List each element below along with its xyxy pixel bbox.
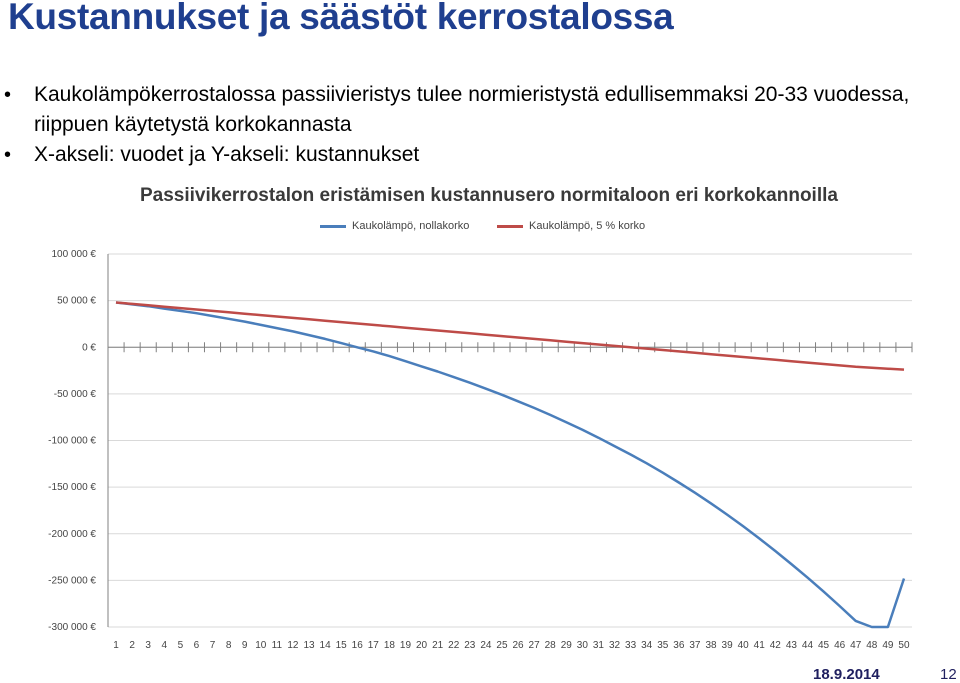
x-tick-label: 29	[561, 640, 573, 651]
x-tick-label: 31	[593, 640, 605, 651]
x-tick-label: 44	[802, 640, 814, 651]
x-tick-label: 50	[898, 640, 910, 651]
legend-swatch-series-1	[320, 224, 346, 228]
x-tick-label: 21	[432, 640, 444, 651]
bullet-item: Kaukolämpökerrostalossa passiivieristys …	[0, 80, 950, 140]
x-tick-label: 36	[673, 640, 685, 651]
x-tick-label: 27	[529, 640, 541, 651]
x-tick-label: 18	[384, 640, 396, 651]
legend-item-series-2: Kaukolämpö, 5 % korko	[497, 220, 645, 232]
y-tick-label: -100 000 €	[48, 436, 96, 447]
series-line-2	[115, 301, 905, 371]
x-tick-label: 26	[512, 640, 524, 651]
x-tick-label: 35	[657, 640, 669, 651]
x-tick-label: 39	[722, 640, 734, 651]
series-line-1	[115, 301, 906, 629]
x-tick-label: 17	[368, 640, 380, 651]
x-tick-label: 1	[113, 640, 119, 651]
x-tick-label: 3	[145, 640, 151, 651]
x-tick-label: 9	[242, 640, 248, 651]
x-tick-label: 45	[818, 640, 830, 651]
chart-title: Passiivikerrostalon eristämisen kustannu…	[140, 185, 838, 206]
x-tick-label: 24	[480, 640, 492, 651]
y-tick-label: -50 000 €	[54, 389, 97, 400]
x-tick-label: 4	[161, 640, 167, 651]
x-tick-label: 37	[689, 640, 701, 651]
x-tick-label: 28	[545, 640, 557, 651]
chart-legend: Kaukolämpö, nollakorko Kaukolämpö, 5 % k…	[0, 220, 960, 240]
y-tick-label: 50 000 €	[57, 296, 96, 307]
x-tick-label: 15	[336, 640, 348, 651]
x-tick-label: 5	[178, 640, 184, 651]
page-number: 12	[940, 666, 957, 683]
x-tick-label: 13	[303, 640, 315, 651]
x-tick-label: 12	[287, 640, 299, 651]
legend-item-series-1: Kaukolämpö, nollakorko	[320, 220, 469, 232]
x-tick-label: 23	[464, 640, 476, 651]
x-tick-label: 42	[770, 640, 782, 651]
x-tick-label: 34	[641, 640, 653, 651]
x-tick-label: 33	[625, 640, 637, 651]
x-tick-label: 47	[850, 640, 862, 651]
x-tick-label: 30	[577, 640, 589, 651]
slide-title: Kustannukset ja säästöt kerrostalossa	[8, 0, 674, 37]
x-tick-label: 41	[754, 640, 766, 651]
y-tick-label: -250 000 €	[48, 575, 96, 586]
bullet-list: Kaukolämpökerrostalossa passiivieristys …	[0, 80, 950, 170]
x-tick-label: 49	[882, 640, 894, 651]
x-tick-label: 25	[496, 640, 508, 651]
y-tick-label: -150 000 €	[48, 482, 96, 493]
x-tick-label: 19	[400, 640, 412, 651]
x-tick-label: 11	[272, 640, 283, 651]
y-tick-label: -200 000 €	[48, 529, 96, 540]
x-tick-label: 48	[866, 640, 878, 651]
y-tick-label: 0 €	[82, 342, 96, 353]
x-tick-label: 32	[609, 640, 621, 651]
x-tick-label: 16	[352, 640, 364, 651]
x-tick-label: 2	[129, 640, 135, 651]
y-tick-label: -300 000 €	[48, 622, 96, 633]
x-tick-label: 40	[738, 640, 750, 651]
bullet-item: X-akseli: vuodet ja Y-akseli: kustannuks…	[0, 140, 950, 170]
x-tick-label: 6	[194, 640, 200, 651]
x-tick-label: 10	[255, 640, 267, 651]
footer-date: 18.9.2014	[813, 666, 880, 683]
x-tick-label: 8	[226, 640, 232, 651]
legend-label-series-2: Kaukolämpö, 5 % korko	[529, 220, 646, 232]
x-tick-label: 43	[786, 640, 798, 651]
x-tick-label: 22	[448, 640, 460, 651]
x-tick-label: 46	[834, 640, 846, 651]
x-tick-label: 38	[705, 640, 717, 651]
legend-swatch-series-2	[497, 224, 523, 228]
x-tick-label: 14	[320, 640, 332, 651]
y-tick-label: 100 000 €	[52, 249, 97, 260]
x-tick-label: 20	[416, 640, 428, 651]
x-tick-label: 7	[210, 640, 216, 651]
legend-label-series-1: Kaukolämpö, nollakorko	[352, 220, 470, 232]
